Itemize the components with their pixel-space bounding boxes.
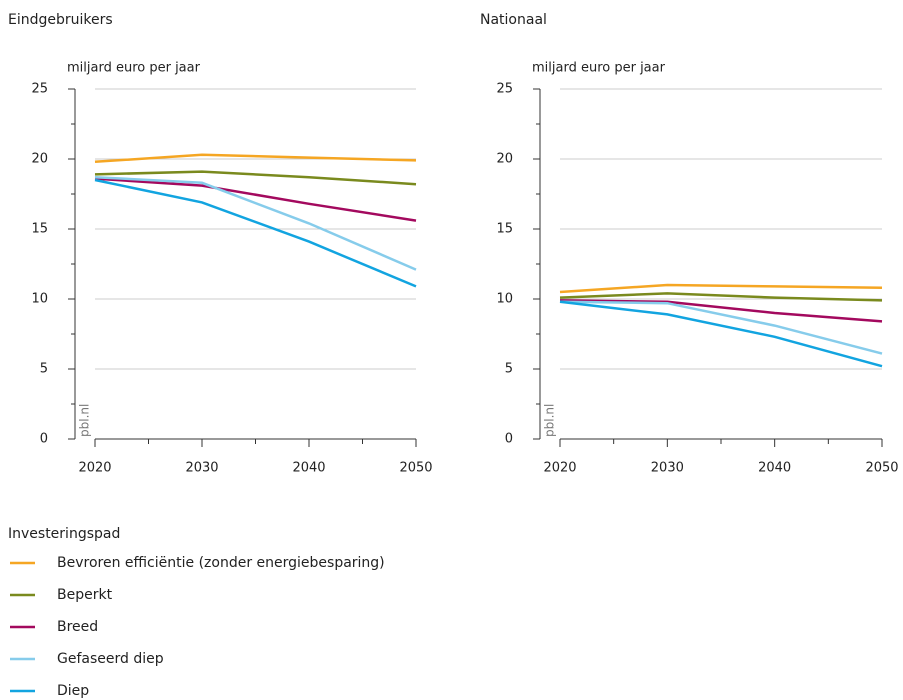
y-tick-label: 0 (40, 432, 48, 447)
y-tick-label: 0 (505, 432, 513, 447)
y-tick-label: 5 (505, 362, 513, 377)
legend-label: Beperkt (57, 587, 113, 603)
legend-label: Bevroren efficiëntie (zonder energiebesp… (57, 555, 385, 571)
y-axis-label: miljard euro per jaar (532, 61, 666, 76)
y-tick-label: 20 (31, 152, 48, 167)
x-tick-label: 2040 (292, 461, 325, 476)
x-tick-label: 2030 (651, 461, 684, 476)
y-tick-label: 20 (496, 152, 513, 167)
y-tick-label: 15 (496, 222, 513, 237)
y-tick-label: 25 (496, 82, 513, 97)
y-tick-label: 15 (31, 222, 48, 237)
x-tick-label: 2050 (399, 461, 432, 476)
watermark: pbl.nl (543, 404, 557, 437)
series-line (94, 153, 417, 164)
x-tick-label: 2020 (78, 461, 111, 476)
legend-title: Investeringspad (8, 526, 120, 542)
series-line (559, 300, 883, 355)
legend-label: Gefaseerd diep (57, 651, 164, 667)
watermark: pbl.nl (78, 404, 92, 437)
series-line (94, 178, 417, 288)
series-line (559, 300, 883, 368)
chart-title: Nationaal (480, 12, 547, 28)
y-tick-label: 10 (496, 292, 513, 307)
chart-title: Eindgebruikers (8, 12, 113, 28)
x-tick-label: 2030 (185, 461, 218, 476)
y-tick-label: 10 (31, 292, 48, 307)
y-axis-label: miljard euro per jaar (67, 61, 201, 76)
series-line (94, 177, 417, 222)
x-tick-label: 2040 (758, 461, 791, 476)
x-tick-label: 2050 (865, 461, 898, 476)
y-tick-label: 5 (40, 362, 48, 377)
series-line (94, 175, 417, 271)
series-line (559, 292, 883, 302)
y-tick-label: 25 (31, 82, 48, 97)
x-tick-label: 2020 (543, 461, 576, 476)
series-line (94, 170, 417, 186)
series-line (559, 299, 883, 323)
series-line (559, 283, 883, 294)
legend-label: Breed (57, 619, 98, 635)
legend-label: Diep (57, 683, 89, 699)
